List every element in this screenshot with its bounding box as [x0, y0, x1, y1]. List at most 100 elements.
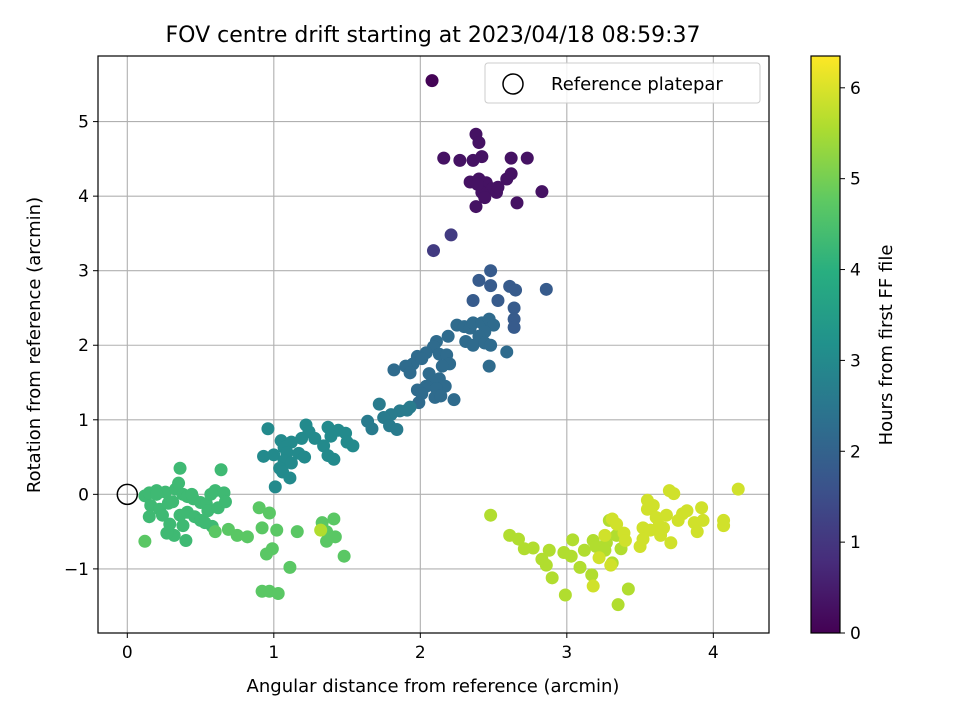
- data-point: [328, 530, 342, 544]
- y-tick-label: 0: [78, 485, 89, 505]
- data-point: [695, 501, 709, 515]
- data-point: [586, 579, 600, 593]
- data-point: [484, 508, 498, 522]
- data-point: [172, 476, 186, 490]
- legend-marker-icon: [502, 73, 524, 95]
- data-point: [265, 542, 279, 556]
- data-point: [441, 329, 455, 343]
- data-point: [664, 536, 678, 550]
- data-point: [427, 244, 440, 258]
- data-point: [208, 525, 222, 539]
- data-point: [564, 549, 578, 563]
- colorbar-tick-label: 2: [850, 442, 861, 462]
- data-point: [526, 541, 540, 555]
- data-point: [484, 279, 498, 293]
- data-point: [261, 422, 275, 436]
- data-point: [324, 429, 338, 443]
- colorbar-label: Hours from first FF file: [876, 245, 897, 446]
- data-point: [539, 282, 553, 296]
- data-point: [230, 528, 244, 542]
- data-point: [472, 273, 486, 287]
- data-point: [268, 480, 282, 494]
- colorbar-gradient: [810, 55, 841, 634]
- data-point: [466, 338, 480, 352]
- data-point: [566, 533, 580, 547]
- colorbar: 0 1 2 3 4 5 6 Hours from first FF file: [810, 55, 897, 644]
- data-point: [585, 568, 599, 582]
- data-point: [511, 532, 525, 546]
- data-point: [573, 560, 587, 574]
- data-point: [176, 519, 190, 533]
- data-point: [482, 359, 496, 373]
- data-point: [425, 74, 439, 88]
- data-point: [295, 431, 309, 445]
- data-point: [621, 582, 635, 596]
- data-point: [437, 151, 451, 165]
- data-point: [255, 521, 269, 535]
- data-point: [667, 487, 681, 501]
- data-point: [558, 588, 572, 602]
- y-tick-label: 4: [78, 187, 89, 207]
- data-point: [510, 196, 524, 210]
- data-point: [298, 450, 312, 464]
- data-point: [284, 456, 298, 470]
- data-point: [252, 501, 266, 515]
- data-point: [434, 389, 448, 403]
- y-tick-label: 5: [78, 113, 89, 133]
- y-axis-label: Rotation from reference (arcmin): [24, 197, 45, 493]
- data-point: [717, 519, 731, 533]
- y-axis: −1 0 1 2 3 4 5: [64, 113, 98, 580]
- data-point: [469, 200, 483, 214]
- data-point: [138, 534, 152, 548]
- data-point: [317, 439, 331, 453]
- data-point: [610, 517, 624, 531]
- data-point: [470, 177, 484, 191]
- data-point: [308, 431, 322, 445]
- data-point: [390, 422, 404, 436]
- data-point: [372, 397, 386, 411]
- data-point: [618, 534, 632, 548]
- data-point: [453, 153, 467, 167]
- data-point: [387, 363, 401, 377]
- data-point: [659, 508, 673, 522]
- data-point: [504, 151, 518, 165]
- legend-label: Reference platepar: [551, 74, 723, 95]
- data-point: [327, 452, 341, 466]
- data-points: [138, 74, 745, 612]
- colorbar-tick-label: 3: [850, 351, 861, 371]
- data-point: [447, 393, 461, 407]
- y-tick-label: 1: [78, 411, 89, 431]
- data-point: [504, 167, 518, 181]
- x-axis: 0 1 2 3 4: [122, 633, 719, 663]
- data-point: [155, 508, 169, 522]
- data-point: [507, 320, 521, 334]
- data-point: [487, 318, 501, 332]
- data-point: [257, 449, 271, 463]
- data-point: [604, 558, 618, 572]
- y-tick-label: −1: [64, 560, 89, 580]
- data-point: [535, 185, 549, 199]
- data-point: [491, 180, 505, 194]
- data-point: [290, 525, 304, 539]
- x-tick-label: 3: [561, 643, 572, 663]
- data-point: [484, 338, 498, 352]
- data-point: [198, 516, 212, 530]
- data-point: [696, 513, 710, 527]
- data-point: [545, 571, 559, 585]
- data-point: [478, 191, 492, 205]
- data-point: [415, 352, 429, 366]
- data-point: [542, 543, 556, 557]
- data-point: [201, 504, 215, 518]
- data-point: [283, 560, 297, 574]
- colorbar-tick-label: 5: [850, 170, 861, 190]
- data-point: [611, 598, 625, 612]
- data-point: [403, 366, 417, 380]
- data-point: [657, 521, 671, 535]
- colorbar-tick-label: 0: [850, 624, 861, 644]
- data-point: [283, 471, 297, 485]
- data-point: [185, 487, 199, 501]
- data-point: [475, 150, 489, 164]
- colorbar-ticks: 0 1 2 3 4 5 6: [840, 79, 861, 644]
- x-tick-label: 4: [708, 643, 719, 663]
